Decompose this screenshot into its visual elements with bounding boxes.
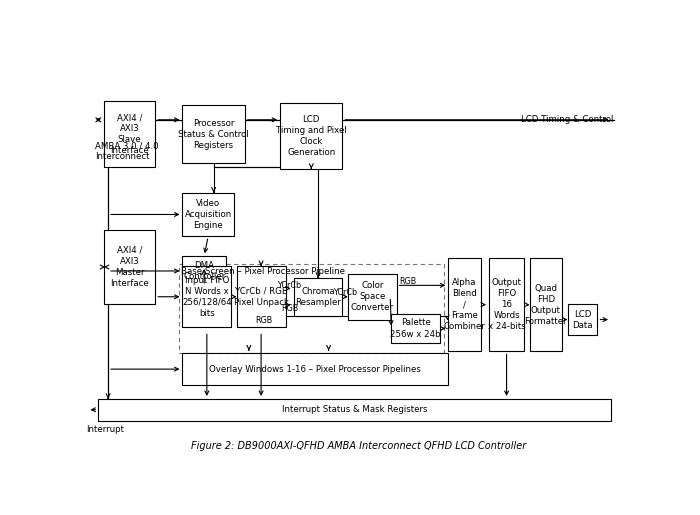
Text: YCrCb / RGB
Pixel Unpack: YCrCb / RGB Pixel Unpack	[234, 287, 288, 307]
Text: AMBA 3.0 / 4.0
Interconnect: AMBA 3.0 / 4.0 Interconnect	[95, 142, 159, 161]
Bar	[448, 258, 481, 351]
Bar	[294, 278, 342, 316]
Bar	[183, 106, 245, 163]
Text: Input FIFO
N Words x
256/128/64
bits: Input FIFO N Words x 256/128/64 bits	[182, 276, 232, 318]
Text: Chroma
Resampler: Chroma Resampler	[295, 287, 341, 307]
Text: LCD
Data: LCD Data	[573, 310, 593, 330]
Bar	[178, 264, 444, 353]
Bar	[348, 274, 397, 319]
Text: Processor
Status & Control
Registers: Processor Status & Control Registers	[178, 118, 249, 150]
Text: Color
Space
Converter: Color Space Converter	[351, 281, 394, 313]
Text: Base Screen – Pixel Processor Pipeline: Base Screen – Pixel Processor Pipeline	[181, 267, 345, 276]
Bar	[391, 314, 440, 344]
Text: Output
FIFO
16
Words
x 24-bits: Output FIFO 16 Words x 24-bits	[488, 278, 526, 331]
Bar	[280, 104, 342, 169]
Text: Overlay Windows 1-16 – Pixel Processor Pipelines: Overlay Windows 1-16 – Pixel Processor P…	[209, 365, 421, 373]
Text: Interrupt Status & Mask Registers: Interrupt Status & Mask Registers	[282, 405, 428, 414]
Text: Video
Acquisition
Engine: Video Acquisition Engine	[185, 199, 232, 230]
Text: YCrCb: YCrCb	[333, 288, 357, 297]
Text: RGB: RGB	[281, 304, 298, 313]
Text: Quad
FHD
Output
Formatter: Quad FHD Output Formatter	[524, 284, 567, 326]
Text: DMA
Controller: DMA Controller	[183, 261, 225, 281]
Bar	[104, 230, 155, 304]
Text: YCrCb: YCrCb	[277, 281, 302, 290]
Text: Alpha
Blend
/
Frame
Combiner: Alpha Blend / Frame Combiner	[444, 278, 486, 331]
Text: Palette
256w x 24b: Palette 256w x 24b	[391, 318, 441, 338]
Bar	[98, 399, 611, 421]
Text: Figure 2: DB9000AXI-QFHD AMBA Interconnect QFHD LCD Controller: Figure 2: DB9000AXI-QFHD AMBA Interconne…	[191, 441, 526, 452]
Bar	[183, 266, 231, 328]
Bar	[104, 101, 155, 167]
Text: RGB: RGB	[256, 316, 272, 325]
Bar	[530, 258, 562, 351]
Text: AXI4 /
AXI3
Slave
Interface: AXI4 / AXI3 Slave Interface	[110, 113, 149, 156]
Bar	[183, 353, 448, 385]
Text: AXI4 /
AXI3
Master
Interface: AXI4 / AXI3 Master Interface	[110, 246, 149, 288]
Bar	[237, 266, 286, 328]
Text: Interrupt: Interrupt	[86, 425, 125, 434]
Text: RGB: RGB	[400, 277, 416, 286]
Bar	[568, 304, 597, 335]
Bar	[183, 256, 226, 286]
Text: LCD
Timing and Pixel
Clock
Generation: LCD Timing and Pixel Clock Generation	[276, 115, 346, 157]
Text: LCD Timing & Control: LCD Timing & Control	[522, 115, 614, 124]
Bar	[489, 258, 524, 351]
Bar	[183, 193, 234, 236]
